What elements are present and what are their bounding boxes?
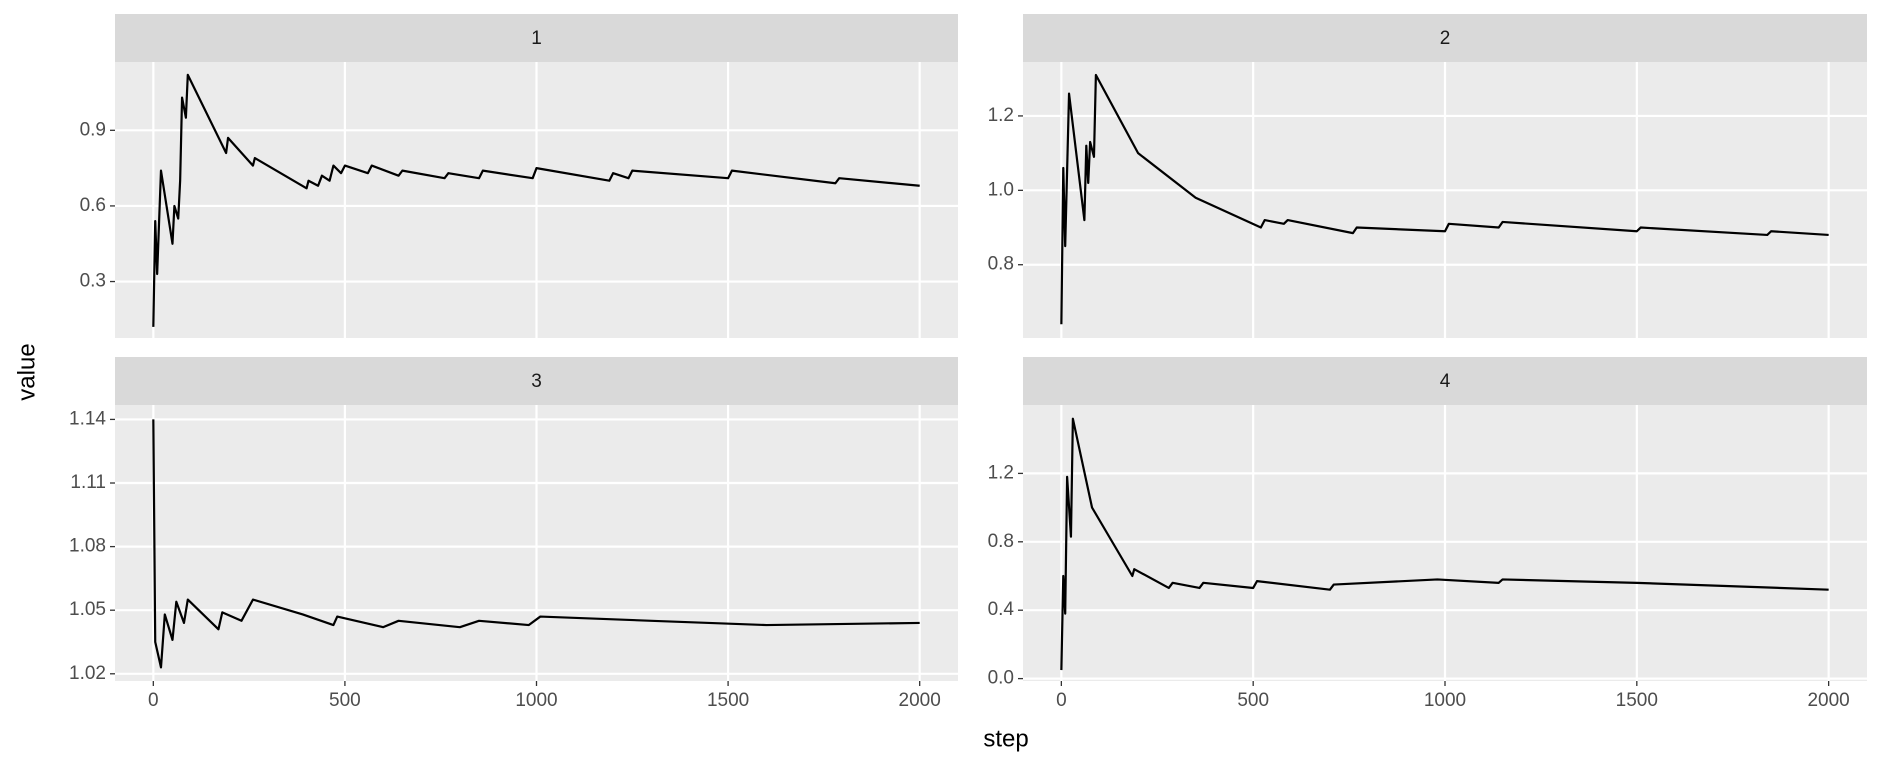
line <box>152 73 920 327</box>
y-tick-label: 1.0 <box>988 179 1014 200</box>
x-tick-label: 0 <box>1056 690 1067 711</box>
x-tick-label: 1500 <box>707 690 749 711</box>
line <box>1060 417 1829 671</box>
facet-strip <box>1023 14 1867 62</box>
y-tick-label: 1.02 <box>69 663 106 684</box>
facet-label: 1 <box>531 28 542 49</box>
y-tick-label: 1.11 <box>70 472 106 493</box>
line <box>152 419 920 669</box>
facet-strip <box>1023 357 1867 405</box>
x-tick-label: 1000 <box>515 690 557 711</box>
y-axis-label: value <box>13 343 40 400</box>
y-tick-label: 0.8 <box>988 254 1014 275</box>
y-tick-label: 1.05 <box>69 599 106 620</box>
x-tick-label: 2000 <box>1807 690 1849 711</box>
y-tick-label: 0.8 <box>988 531 1014 552</box>
facet-label: 2 <box>1440 28 1451 49</box>
facet-label: 4 <box>1440 371 1451 392</box>
facet-strip <box>115 14 958 62</box>
x-tick-label: 500 <box>329 690 361 711</box>
x-tick-label: 1500 <box>1616 690 1658 711</box>
facet-label: 3 <box>531 371 542 392</box>
y-tick-label: 1.2 <box>988 462 1014 483</box>
x-tick-label: 1000 <box>1424 690 1466 711</box>
x-tick-label: 2000 <box>899 690 941 711</box>
line <box>1060 73 1829 325</box>
x-axis-label: step <box>983 725 1028 752</box>
x-tick-label: 500 <box>1237 690 1269 711</box>
y-tick-label: 0.6 <box>80 195 106 216</box>
y-tick-label: 1.2 <box>988 105 1014 126</box>
y-tick-label: 1.08 <box>69 536 106 557</box>
facet-strip <box>115 357 958 405</box>
y-tick-label: 1.14 <box>69 408 106 429</box>
y-tick-label: 0.9 <box>80 119 106 140</box>
x-tick-label: 0 <box>148 690 159 711</box>
y-tick-label: 0.4 <box>988 599 1015 620</box>
y-tick-label: 0.0 <box>988 668 1014 689</box>
y-tick-label: 0.3 <box>80 271 106 292</box>
